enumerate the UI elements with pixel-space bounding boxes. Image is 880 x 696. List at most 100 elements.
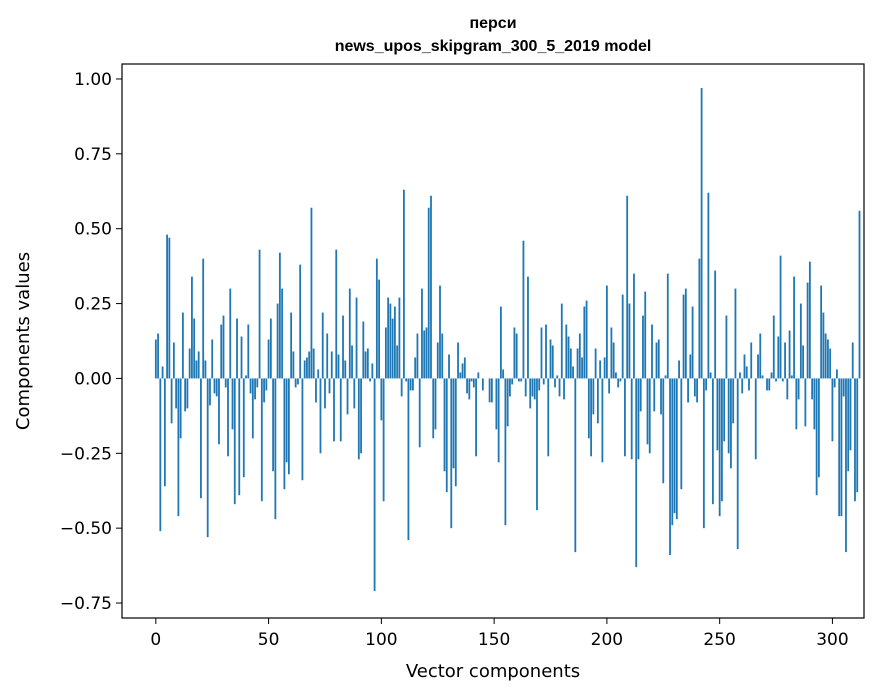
bar <box>461 363 464 379</box>
bar <box>605 285 608 379</box>
bar <box>533 378 536 400</box>
bar <box>452 378 455 469</box>
bar <box>522 240 525 379</box>
bar <box>364 351 367 379</box>
bar <box>804 378 807 427</box>
bar <box>423 330 426 379</box>
bar <box>321 312 324 379</box>
bar <box>213 378 216 394</box>
bar <box>716 378 719 451</box>
y-tick-label: −0.25 <box>60 444 112 464</box>
bar <box>290 312 293 379</box>
bar <box>371 363 374 379</box>
bar <box>520 378 523 382</box>
bar <box>481 378 484 391</box>
bar <box>509 378 511 397</box>
bar <box>822 312 825 379</box>
bar <box>283 378 286 490</box>
bar <box>730 378 732 469</box>
bar <box>565 324 568 379</box>
bar <box>163 378 166 487</box>
bar <box>412 378 414 391</box>
bar <box>414 357 417 379</box>
bar <box>761 375 764 379</box>
bar <box>554 378 556 388</box>
bar <box>362 321 365 379</box>
bar <box>547 378 550 457</box>
bar <box>538 378 541 391</box>
bar <box>754 378 757 460</box>
bar <box>267 339 270 379</box>
bar <box>337 354 340 379</box>
bar <box>766 378 768 391</box>
x-axis-label: Vector components <box>406 661 580 682</box>
bar <box>276 303 279 379</box>
bar <box>829 348 832 379</box>
bar <box>490 378 493 403</box>
bar <box>601 378 604 463</box>
bar <box>639 378 642 412</box>
bar <box>472 378 475 388</box>
bar <box>391 318 394 379</box>
y-axis-label: Components values <box>13 252 34 430</box>
bar <box>202 258 205 379</box>
bar <box>515 333 518 379</box>
bar <box>660 378 662 415</box>
bar <box>854 378 856 502</box>
bar <box>308 351 311 379</box>
bar <box>475 378 477 457</box>
bar <box>328 378 331 394</box>
bar <box>563 378 565 400</box>
bar <box>644 291 647 379</box>
bar <box>200 378 202 499</box>
bar <box>556 375 559 379</box>
bar <box>838 378 841 517</box>
x-tick-label: 300 <box>816 630 848 650</box>
bar <box>732 378 735 424</box>
bar <box>705 378 708 391</box>
bar <box>312 348 315 379</box>
bar <box>448 354 450 379</box>
bar <box>518 378 520 382</box>
bar <box>269 318 272 379</box>
bar <box>721 378 723 502</box>
bar <box>400 378 403 397</box>
bar <box>811 378 814 400</box>
bar <box>549 339 552 379</box>
bar <box>204 360 207 379</box>
bar <box>770 372 773 379</box>
bar <box>175 378 178 409</box>
bar <box>206 378 209 538</box>
bar <box>813 378 816 430</box>
bar <box>224 378 227 388</box>
bar <box>646 378 649 445</box>
y-tick-label: −0.50 <box>60 519 112 539</box>
bar <box>195 360 198 379</box>
bar <box>184 378 187 412</box>
bar <box>626 195 629 379</box>
bar <box>653 378 656 412</box>
bar <box>346 378 349 415</box>
bar <box>527 276 529 379</box>
bar <box>405 378 408 382</box>
bar <box>421 288 423 379</box>
bar <box>353 378 356 409</box>
bar <box>680 378 683 490</box>
bar <box>669 378 671 556</box>
bar <box>711 378 714 505</box>
bar <box>560 303 563 379</box>
bar <box>687 378 689 403</box>
bar <box>612 342 615 379</box>
bar <box>506 378 509 427</box>
chart-subtitle: news_upos_skipgram_300_5_2019 model <box>335 38 652 55</box>
bar <box>193 318 196 379</box>
bar <box>324 378 326 409</box>
bar <box>229 288 232 379</box>
y-tick-label: 0.25 <box>74 295 112 315</box>
bar <box>439 285 441 379</box>
bar <box>551 345 554 379</box>
bar <box>617 378 620 388</box>
bar <box>344 360 347 379</box>
bar <box>635 378 638 568</box>
bar <box>425 327 428 379</box>
